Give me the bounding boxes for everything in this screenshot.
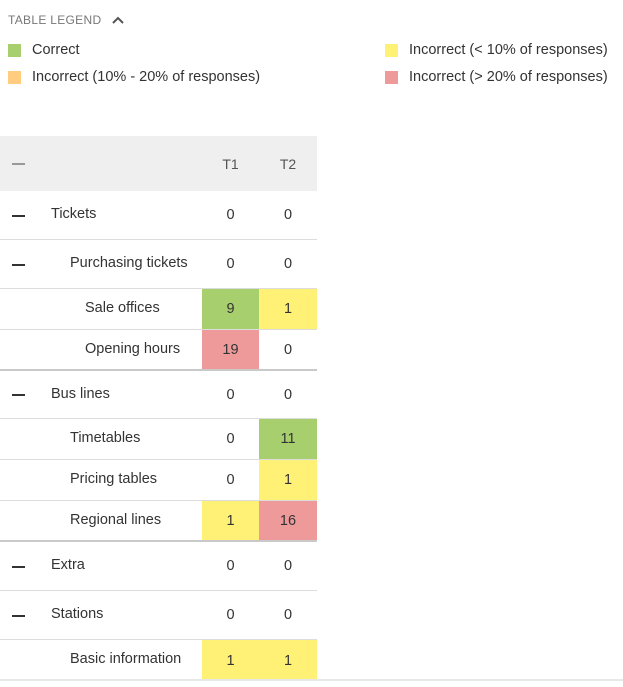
column-header-t2: T2: [279, 155, 297, 172]
cell-t1: 9: [202, 289, 259, 329]
cell-t1: 0: [226, 472, 235, 488]
legend-item-incorrect-10-20: Incorrect (10% - 20% of responses): [8, 69, 260, 85]
results-table: T1 T2 Tickets 0 0 Purchasing tickets 0 0…: [0, 136, 317, 681]
cell-t1: 1: [202, 501, 259, 540]
cell-t1: 0: [226, 207, 235, 223]
legend-swatch-incorrect-gt20: [385, 70, 398, 84]
row-label: Timetables: [70, 430, 141, 446]
cell-t2: 11: [259, 419, 317, 459]
row-label: Sale offices: [85, 300, 160, 316]
legend-item-incorrect-lt10: Incorrect (< 10% of responses): [385, 42, 608, 58]
cell-t1: 19: [202, 330, 259, 369]
legend-swatch-incorrect-lt10: [385, 43, 398, 57]
table-row-stations: Stations 0 0: [0, 591, 317, 640]
table-row-regional-lines: Regional lines 1 16: [0, 501, 317, 542]
row-label: Pricing tables: [70, 471, 158, 487]
collapse-icon[interactable]: [12, 615, 25, 617]
cell-t1: 1: [202, 640, 259, 681]
legend-item-correct: Correct: [8, 42, 80, 58]
column-header-t1: T1: [222, 155, 239, 172]
legend-label: Incorrect (10% - 20% of responses): [32, 69, 261, 85]
cell-t2: 16: [259, 501, 317, 540]
collapse-all-icon[interactable]: [12, 163, 25, 165]
table-row-pricing-tables: Pricing tables 0 1: [0, 460, 317, 501]
cell-t1: 0: [226, 558, 235, 574]
cell-t2: 0: [283, 386, 293, 403]
legend-label: Correct: [32, 42, 80, 58]
cell-t1: 0: [226, 431, 235, 447]
legend-label: Incorrect (< 10% of responses): [409, 42, 608, 58]
table-row-sale-offices: Sale offices 9 1: [0, 289, 317, 330]
row-label: Opening hours: [85, 341, 181, 357]
legend-header[interactable]: TABLE LEGEND: [8, 12, 125, 28]
collapse-icon[interactable]: [12, 566, 25, 568]
table-row-bus-lines: Bus lines 0 0: [0, 371, 317, 419]
cell-t2: 0: [283, 207, 293, 223]
cell-t2: 0: [283, 256, 293, 272]
cell-t1: 0: [226, 386, 235, 403]
table-row-purchasing-tickets: Purchasing tickets 0 0: [0, 240, 317, 289]
legend-swatch-incorrect-10-20: [8, 70, 21, 84]
cell-t2: 0: [283, 607, 293, 623]
row-label: Extra: [51, 557, 85, 573]
collapse-icon[interactable]: [12, 215, 25, 217]
row-label: Purchasing tickets: [70, 255, 188, 271]
legend-label: Incorrect (> 20% of responses): [409, 69, 608, 85]
row-label: Bus lines: [51, 386, 110, 402]
table-row-basic-information: Basic information 1 1: [0, 640, 317, 681]
chevron-up-icon[interactable]: [111, 13, 125, 27]
collapse-icon[interactable]: [12, 394, 25, 396]
cell-t1: 0: [226, 607, 235, 623]
cell-t1: 0: [226, 256, 235, 272]
collapse-icon[interactable]: [12, 264, 25, 266]
table-row-timetables: Timetables 0 11: [0, 419, 317, 460]
cell-t2: 0: [283, 558, 293, 574]
row-label: Stations: [51, 606, 104, 622]
cell-t2: 1: [259, 289, 317, 329]
table-row-extra: Extra 0 0: [0, 542, 317, 591]
bottom-divider: [0, 679, 623, 681]
row-label: Basic information: [70, 651, 182, 667]
legend-swatch-correct: [8, 43, 21, 57]
legend-item-incorrect-gt20: Incorrect (> 20% of responses): [385, 69, 608, 85]
legend-title: TABLE LEGEND: [8, 13, 102, 27]
table-row-opening-hours: Opening hours 19 0: [0, 330, 317, 371]
table-header: T1 T2: [0, 136, 317, 191]
cell-t2: 1: [259, 460, 317, 500]
row-label: Regional lines: [70, 512, 162, 528]
row-label: Tickets: [51, 206, 97, 222]
cell-t2: 0: [283, 341, 293, 358]
table-row-tickets: Tickets 0 0: [0, 191, 317, 240]
cell-t2: 1: [259, 640, 317, 681]
